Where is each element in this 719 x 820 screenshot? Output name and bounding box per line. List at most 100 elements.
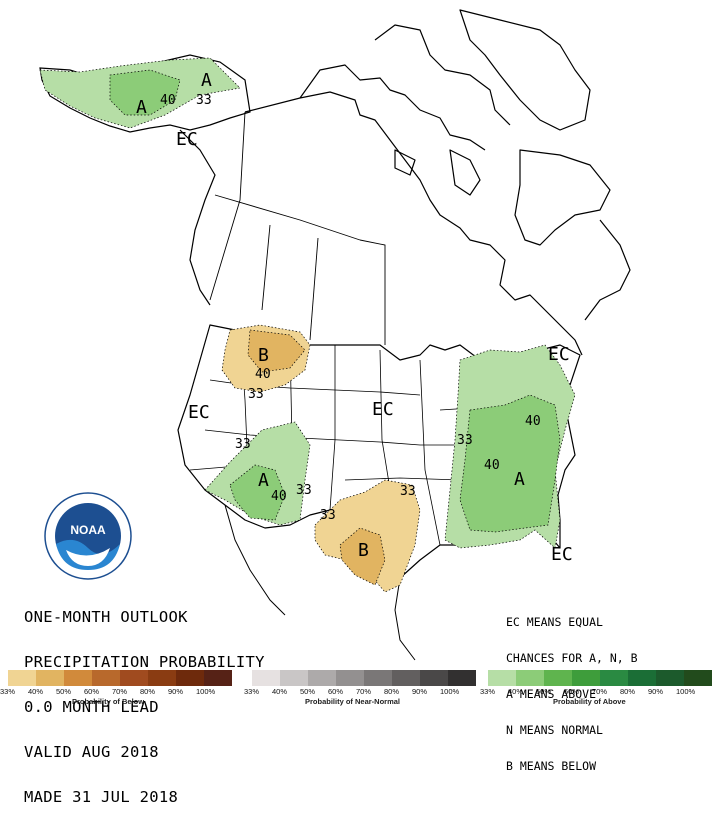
below-swatch <box>120 670 148 686</box>
title-line-2: PRECIPITATION PROBABILITY <box>24 653 265 671</box>
canada-outline <box>244 9 631 356</box>
normal-swatch <box>308 670 336 686</box>
normal-swatch <box>420 670 448 686</box>
alaska-contour-33: 33 <box>196 93 212 108</box>
below-swatch <box>176 670 204 686</box>
normal-tick-label: 60% <box>328 687 344 696</box>
above-swatch <box>600 670 628 686</box>
southwest-contour-33b: 33 <box>296 483 312 498</box>
above-swatch <box>488 670 516 686</box>
outlook-map: A A 40 33 EC B 40 33 EC EC EC 33 A 40 33… <box>39 9 631 661</box>
above-swatch <box>516 670 544 686</box>
alaska-above-label-1: A <box>136 97 147 118</box>
southwest-contour-33: 33 <box>235 437 251 452</box>
normal-tick-label: 100% <box>440 687 460 696</box>
alaska-contour-40: 40 <box>160 93 176 108</box>
below-swatch <box>204 670 232 686</box>
normal-swatch <box>252 670 280 686</box>
above-tick-label: 70% <box>592 687 608 696</box>
normal-scale-caption: Probability of Near-Normal <box>305 697 401 706</box>
key-line-2: CHANCES FOR A, N, B <box>506 651 638 665</box>
alaska-above-label-2: A <box>201 70 212 91</box>
key-line-5: B MEANS BELOW <box>506 759 597 773</box>
below-swatch <box>64 670 92 686</box>
florida-ec-label: EC <box>551 544 573 565</box>
map-labels: A A 40 33 EC B 40 33 EC EC EC 33 A 40 33… <box>136 70 573 565</box>
noaa-logo-text: NOAA <box>70 523 106 537</box>
above-color-scale <box>488 670 712 686</box>
below-swatch <box>148 670 176 686</box>
below-tick-label: 100% <box>196 687 216 696</box>
southwest-above-40 <box>229 464 286 521</box>
southwest-above-label: A <box>258 470 269 491</box>
northwest-below-40 <box>247 329 306 373</box>
above-tick-label: 50% <box>536 687 552 696</box>
southwest-contour-40: 40 <box>271 489 287 504</box>
above-swatch <box>684 670 712 686</box>
east-contour-40a: 40 <box>525 414 541 429</box>
normal-tick-label: 40% <box>272 687 288 696</box>
above-swatch <box>628 670 656 686</box>
normal-tick-label: 70% <box>356 687 372 696</box>
title-line-4: VALID AUG 2018 <box>24 743 159 761</box>
east-contour-40b: 40 <box>484 458 500 473</box>
key-line-3: A MEANS ABOVE <box>506 687 597 701</box>
east-contour-33: 33 <box>457 433 473 448</box>
below-scale-caption: Probability of Below <box>72 697 145 706</box>
normal-swatch <box>364 670 392 686</box>
above-tick-label: 60% <box>564 687 580 696</box>
alaska-above-40 <box>109 69 181 116</box>
below-swatch <box>92 670 120 686</box>
plains-contour-33a: 33 <box>320 508 336 523</box>
normal-tick-label: 90% <box>412 687 428 696</box>
normal-swatch <box>392 670 420 686</box>
northeast-ec-label: EC <box>548 344 570 365</box>
below-tick-label: 33% <box>0 687 16 696</box>
below-tick-label: 60% <box>84 687 100 696</box>
above-tick-label: 90% <box>648 687 664 696</box>
southeast-above-label: A <box>514 469 525 490</box>
below-color-scale <box>8 670 232 686</box>
normal-tick-label: 50% <box>300 687 316 696</box>
title-line-5: MADE 31 JUL 2018 <box>24 788 179 806</box>
central-ec-label: EC <box>372 399 394 420</box>
below-swatch <box>36 670 64 686</box>
normal-tick-label: 33% <box>244 687 260 696</box>
noaa-logo: NOAA <box>44 492 132 580</box>
below-tick-label: 40% <box>28 687 44 696</box>
key-line-4: N MEANS NORMAL <box>506 723 603 737</box>
northwest-contour-40: 40 <box>255 367 271 382</box>
east-above-40 <box>459 394 561 533</box>
normal-color-scale <box>252 670 476 686</box>
key-line-1: EC MEANS EQUAL <box>506 615 603 629</box>
northwest-contour-33: 33 <box>248 387 264 402</box>
normal-tick-label: 80% <box>384 687 400 696</box>
below-tick-label: 70% <box>112 687 128 696</box>
outlook-title-block: ONE-MONTH OUTLOOK PRECIPITATION PROBABIL… <box>24 580 265 820</box>
below-tick-label: 90% <box>168 687 184 696</box>
canada-ec-label: EC <box>176 129 198 150</box>
above-swatch <box>656 670 684 686</box>
northwest-below-label: B <box>258 345 269 366</box>
title-line-1: ONE-MONTH OUTLOOK <box>24 608 188 626</box>
above-tick-label: 80% <box>620 687 636 696</box>
below-swatch <box>8 670 36 686</box>
southplains-below-label: B <box>358 540 369 561</box>
below-tick-label: 80% <box>140 687 156 696</box>
shaded-regions <box>39 57 576 593</box>
below-tick-label: 50% <box>56 687 72 696</box>
title-line-3: 0.0 MONTH LEAD <box>24 698 159 716</box>
plains-contour-33b: 33 <box>400 484 416 499</box>
above-swatch <box>572 670 600 686</box>
west-ec-label: EC <box>188 402 210 423</box>
above-tick-label: 40% <box>508 687 524 696</box>
normal-swatch <box>336 670 364 686</box>
above-tick-label: 100% <box>676 687 696 696</box>
southplains-below-40 <box>339 527 386 586</box>
province-borders <box>209 111 386 345</box>
normal-swatch <box>448 670 476 686</box>
mexico-outline <box>224 504 416 661</box>
above-scale-caption: Probability of Above <box>553 697 626 706</box>
above-swatch <box>544 670 572 686</box>
normal-swatch <box>280 670 308 686</box>
